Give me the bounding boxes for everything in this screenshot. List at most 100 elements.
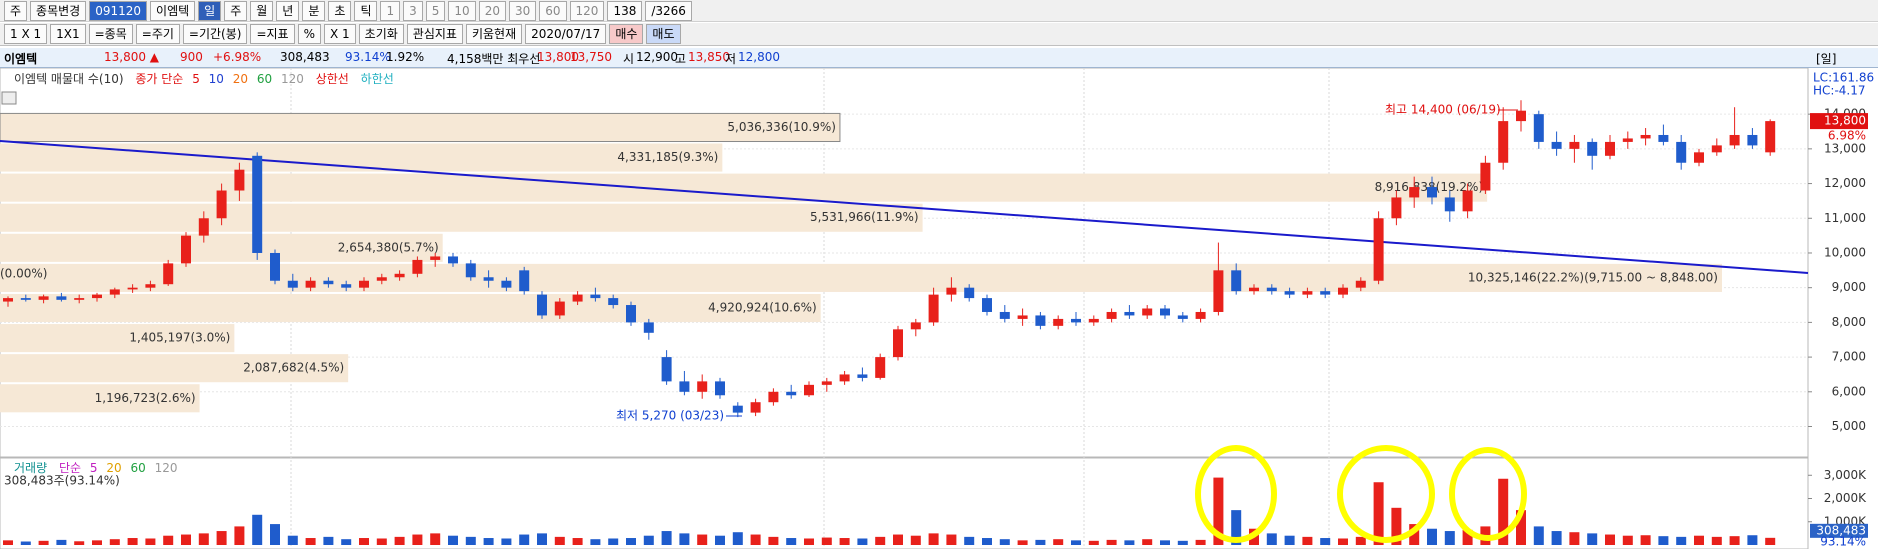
- toolbar-button[interactable]: =종목: [88, 24, 133, 44]
- toolbar-button[interactable]: X 1: [324, 24, 356, 44]
- toolbar-button[interactable]: 틱: [354, 0, 378, 21]
- toolbar-button[interactable]: =기간(봉): [182, 24, 248, 44]
- volume-bar: [1676, 536, 1687, 545]
- profile-label: 4,331,185(9.3%): [617, 150, 718, 164]
- volume-bar: [643, 535, 654, 545]
- volume-bar: [1088, 540, 1099, 545]
- candle-body: [1409, 187, 1420, 198]
- candle-body: [1765, 121, 1776, 153]
- candle-body: [537, 294, 547, 316]
- toolbar-button[interactable]: 1X1: [50, 24, 86, 44]
- candle-body: [1088, 318, 1099, 323]
- ask: 13,800: [537, 50, 579, 64]
- toolbar-button[interactable]: 초: [328, 0, 352, 21]
- volume-tag-box: [1810, 523, 1868, 538]
- toolbar-button[interactable]: %: [297, 24, 321, 44]
- toolbar-button[interactable]: 일: [198, 0, 222, 21]
- toolbar-button[interactable]: 120: [569, 0, 605, 21]
- volume-bar: [750, 534, 761, 545]
- volume-bar: [1213, 477, 1224, 545]
- volume-bar: [163, 535, 174, 545]
- legend-item: 60: [257, 72, 272, 86]
- volume-bar: [1391, 507, 1402, 545]
- volume-bar: [1142, 539, 1153, 545]
- candle-body: [1427, 187, 1437, 198]
- profile-label: 10,325,146(22.2%)(9,715.00 ~ 8,848.00): [1468, 270, 1718, 284]
- toolbar-button[interactable]: 20: [478, 0, 506, 21]
- table-icon[interactable]: [1, 91, 17, 105]
- toolbar-button[interactable]: 5: [425, 0, 446, 21]
- volume: 308,483: [280, 50, 330, 64]
- volume-bar: [1462, 529, 1473, 545]
- toolbar-button[interactable]: 키움현재: [465, 24, 523, 44]
- toolbar-button[interactable]: 60: [539, 0, 567, 21]
- toolbar-button[interactable]: 매도: [646, 24, 681, 44]
- price-tag-box: [1810, 113, 1868, 130]
- volume-bar: [715, 535, 725, 545]
- toolbar-button[interactable]: 분: [302, 0, 326, 21]
- toolbar-button[interactable]: 1: [380, 0, 401, 21]
- legend-item: 10: [209, 72, 224, 86]
- candle-body: [1266, 287, 1277, 292]
- toolbar-button[interactable]: 종목변경: [30, 0, 87, 21]
- candle-body: [679, 381, 690, 392]
- candle-body: [1569, 141, 1580, 149]
- volume-bar: [519, 534, 530, 545]
- trend-line: [0, 140, 1809, 274]
- candle-body: [910, 322, 921, 330]
- toolbar-button[interactable]: 주: [4, 0, 28, 21]
- candle-body: [287, 280, 298, 288]
- volume-bar: [1106, 539, 1117, 545]
- candle-body: [1373, 218, 1384, 281]
- volume-bar: [3, 540, 13, 545]
- candle-body: [946, 287, 957, 295]
- candle-body: [181, 235, 191, 264]
- open-label: 시: [623, 52, 635, 66]
- volume-bar: [1320, 538, 1331, 545]
- toolbar-button[interactable]: 이엠텍: [150, 0, 196, 21]
- toolbar-button[interactable]: =지표: [250, 24, 295, 44]
- toolbar-button[interactable]: 138: [607, 0, 643, 21]
- volume-bar: [20, 541, 31, 545]
- profile-bar: [0, 263, 1722, 292]
- toolbar-button[interactable]: 3: [403, 0, 423, 21]
- volume-bar: [341, 539, 352, 545]
- toolbar-button[interactable]: 1 X 1: [4, 24, 48, 44]
- candle-body: [1302, 291, 1313, 295]
- toolbar-button[interactable]: /3266: [645, 0, 692, 21]
- toolbar-button[interactable]: 월: [250, 0, 274, 21]
- volume-bar: [554, 536, 565, 545]
- candle-body: [1213, 270, 1224, 312]
- legend-item: 60: [130, 461, 145, 475]
- candle-body: [163, 263, 174, 285]
- y-tick-label: 3,000K: [1824, 468, 1867, 482]
- toolbar-button[interactable]: 초기화: [358, 24, 404, 44]
- toolbar-button[interactable]: 매수: [609, 24, 644, 44]
- candle-body: [608, 298, 619, 306]
- volume-bar: [1338, 538, 1348, 545]
- volume-bar: [1658, 536, 1669, 545]
- toolbar-button[interactable]: 091120: [89, 0, 148, 21]
- left-note: (0.00%): [0, 267, 47, 281]
- candle-body: [928, 294, 939, 323]
- y-tick-label: 9,000: [1832, 280, 1866, 294]
- toolbar-button[interactable]: 30: [508, 0, 537, 21]
- toolbar-button[interactable]: 주: [224, 0, 248, 21]
- toolbar-button[interactable]: 10: [448, 0, 476, 21]
- profile-label: 5,531,966(11.9%): [810, 210, 919, 224]
- profile-label: 2,087,682(4.5%): [243, 361, 344, 375]
- candle-body: [1071, 318, 1081, 323]
- candle-body: [1747, 134, 1758, 146]
- y-tick-label: 2,000K: [1824, 491, 1867, 505]
- toolbar-button[interactable]: 관심지표: [406, 24, 463, 44]
- candle-body: [1338, 287, 1348, 295]
- volume-bar: [483, 538, 494, 545]
- candle-body: [359, 280, 369, 288]
- turnover: 1.92%: [386, 50, 425, 64]
- profile-label: 1,196,723(2.6%): [95, 391, 196, 405]
- toolbar-button[interactable]: 2020/07/17: [525, 24, 607, 44]
- volume-bar: [626, 538, 636, 545]
- volume-bar: [697, 534, 708, 545]
- toolbar-button[interactable]: =주기: [135, 24, 180, 44]
- toolbar-button[interactable]: 년: [276, 0, 300, 21]
